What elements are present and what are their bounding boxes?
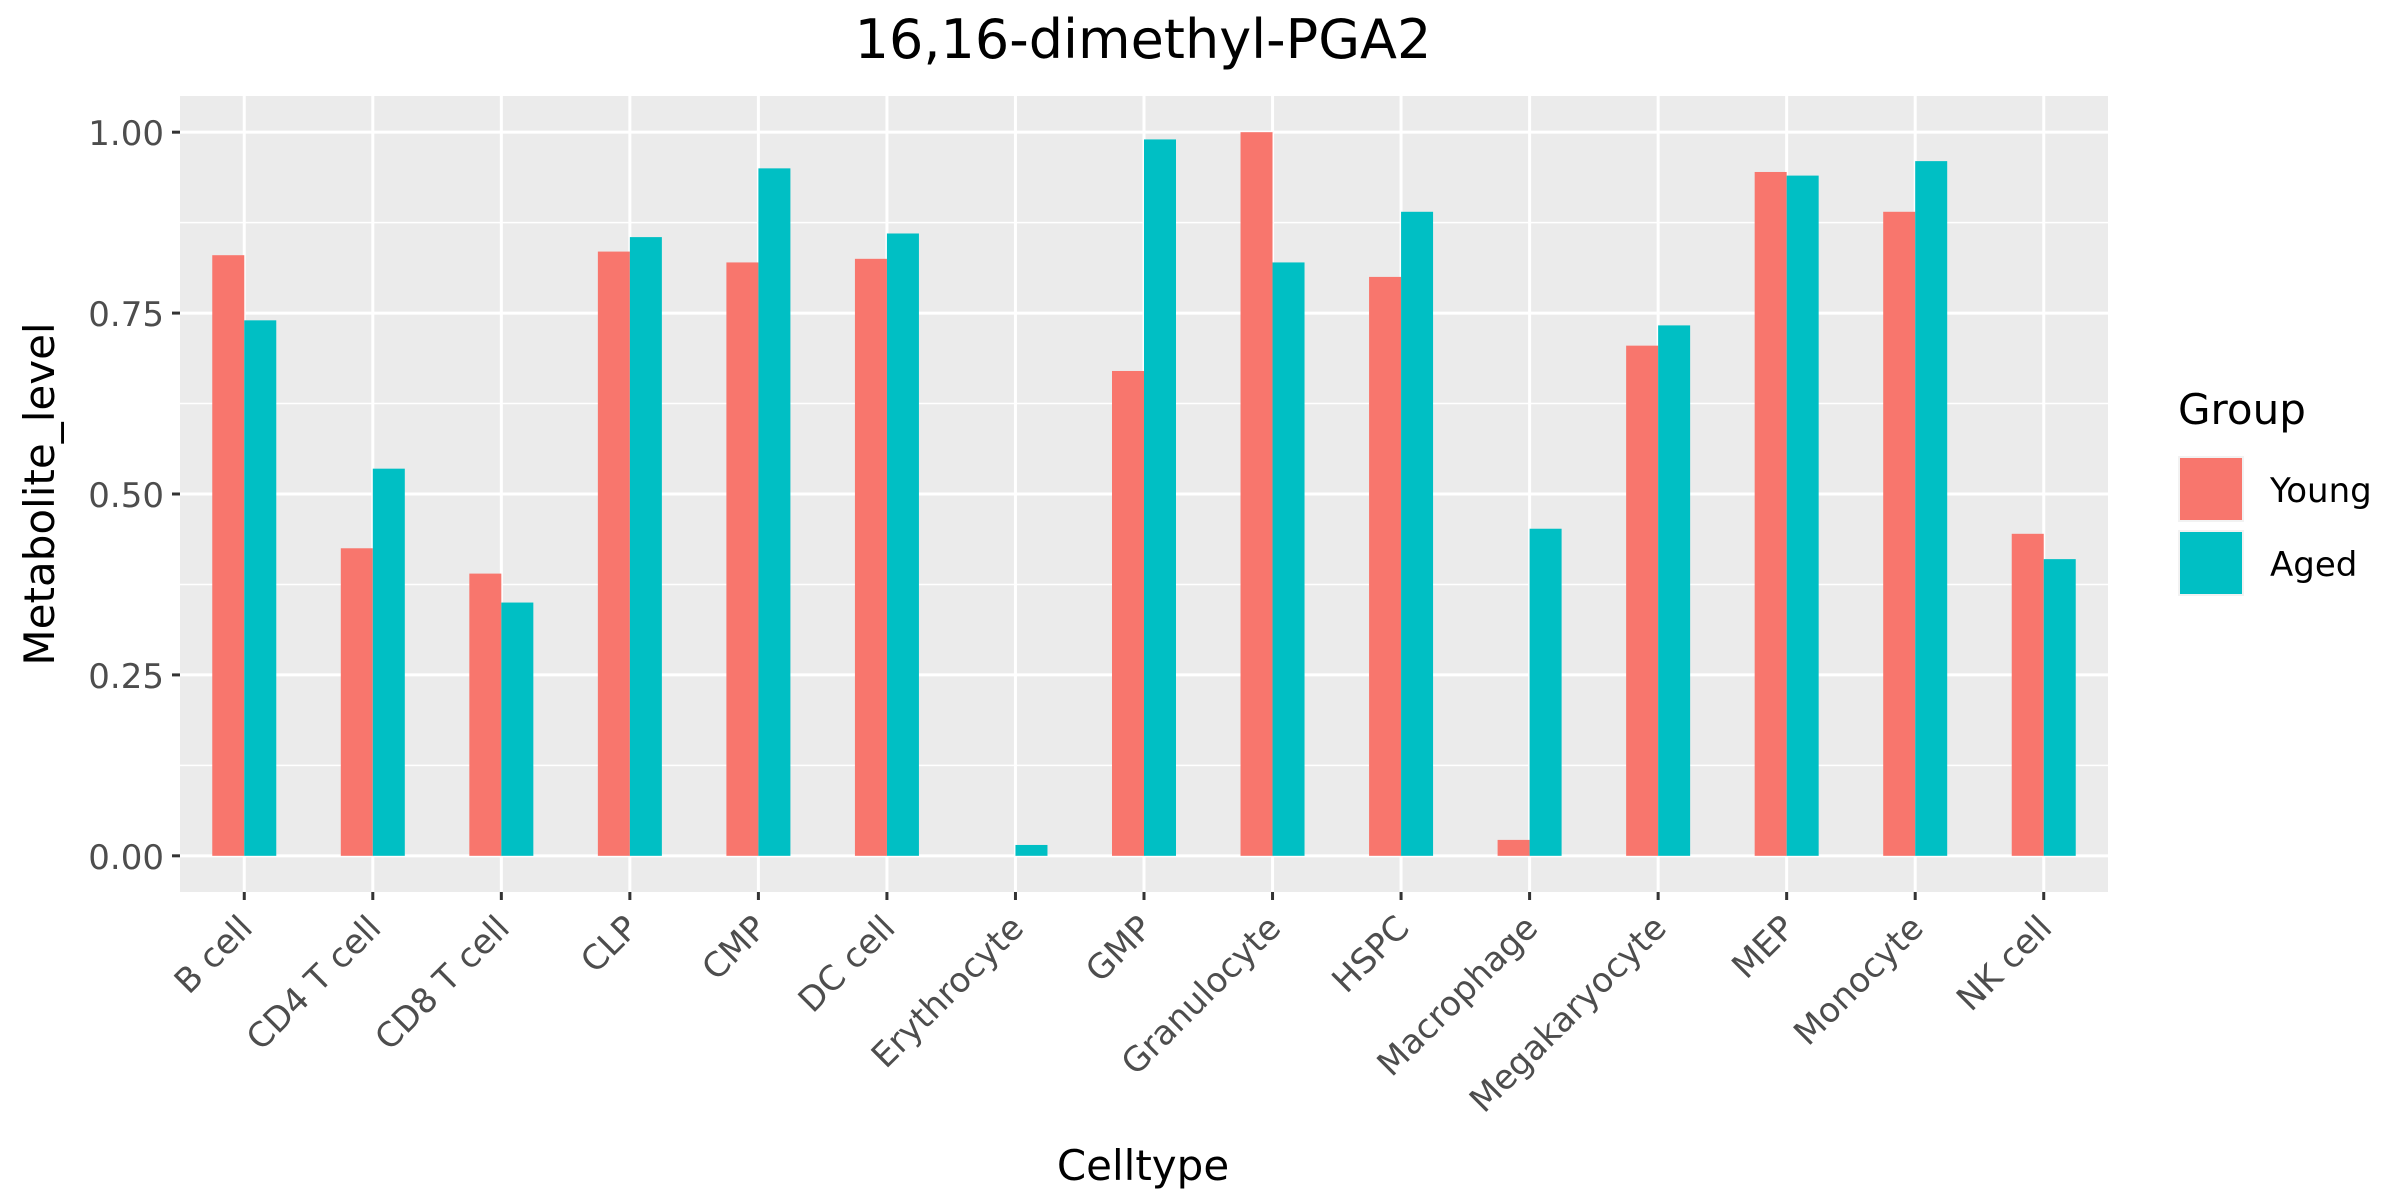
y-tick-label: 0.50	[88, 476, 164, 516]
x-tick-label: MEP	[1724, 908, 1803, 987]
bar-aged-mep	[1786, 175, 1819, 856]
bar-aged-macrophage	[1529, 528, 1562, 856]
legend-label-aged: Aged	[2270, 545, 2357, 585]
legend-label-young: Young	[2269, 471, 2372, 511]
bar-aged-erythrocyte	[1015, 844, 1048, 856]
bar-aged-b-cell	[244, 320, 277, 856]
x-tick-label: CD4 T cell	[239, 908, 389, 1058]
bar-young-dc-cell	[854, 258, 887, 856]
legend-items: Young Aged	[2178, 456, 2372, 596]
x-tick-label: HSPC	[1325, 908, 1418, 1001]
x-axis-title: Celltype	[1057, 1141, 1229, 1190]
y-tick-label: 1.00	[88, 114, 164, 154]
bar-young-monocyte	[1883, 211, 1916, 856]
legend-swatch-aged	[2180, 532, 2242, 594]
bar-young-b-cell	[212, 255, 245, 856]
bar-aged-nk-cell	[2043, 559, 2076, 856]
bar-aged-cd4-t-cell	[372, 468, 405, 856]
bar-young-granulocyte	[1240, 132, 1273, 856]
x-tick-label: DC cell	[791, 908, 904, 1021]
bar-aged-cd8-t-cell	[501, 602, 534, 856]
bars	[212, 132, 2076, 856]
bar-young-nk-cell	[2011, 533, 2044, 856]
y-tick-label: 0.00	[88, 838, 164, 878]
bar-aged-monocyte	[1915, 161, 1948, 856]
bar-young-clp	[597, 251, 630, 856]
chart-title: 16,16-dimethyl-PGA2	[855, 8, 1432, 71]
bar-aged-clp	[629, 237, 662, 856]
legend-swatch-young	[2180, 458, 2242, 520]
x-tick-label: CMP	[694, 908, 774, 988]
bar-aged-cmp	[758, 168, 791, 856]
bar-young-megakaryocyte	[1626, 345, 1659, 856]
bar-young-macrophage	[1497, 839, 1530, 856]
x-tick-label: Monocyte	[1786, 908, 1931, 1053]
x-tick-label: B cell	[167, 908, 261, 1002]
bar-young-mep	[1754, 171, 1787, 856]
bar-aged-granulocyte	[1272, 262, 1305, 856]
x-tick-label: NK cell	[1949, 908, 2060, 1019]
bar-aged-megakaryocyte	[1658, 325, 1691, 856]
bar-young-gmp	[1112, 370, 1144, 856]
x-tick-label: CLP	[573, 908, 646, 981]
x-tick-label: CD8 T cell	[367, 908, 517, 1058]
y-tick-label: 0.75	[88, 295, 164, 335]
bar-aged-gmp	[1144, 139, 1176, 856]
bar-young-cd4-t-cell	[340, 548, 373, 856]
legend: Group Young Aged	[2178, 385, 2372, 596]
bar-aged-dc-cell	[886, 233, 919, 856]
bar-aged-hspc	[1401, 211, 1434, 856]
y-axis-title: Metabolite_level	[15, 322, 64, 665]
y-tick-label: 0.25	[88, 657, 164, 697]
legend-title: Group	[2178, 385, 2306, 434]
bar-young-cmp	[726, 262, 759, 856]
bar-young-hspc	[1369, 276, 1402, 856]
y-axis: 0.00 0.25 0.50 0.75 1.00	[88, 114, 180, 878]
x-tick-label: GMP	[1078, 908, 1160, 990]
bar-young-cd8-t-cell	[469, 573, 502, 856]
